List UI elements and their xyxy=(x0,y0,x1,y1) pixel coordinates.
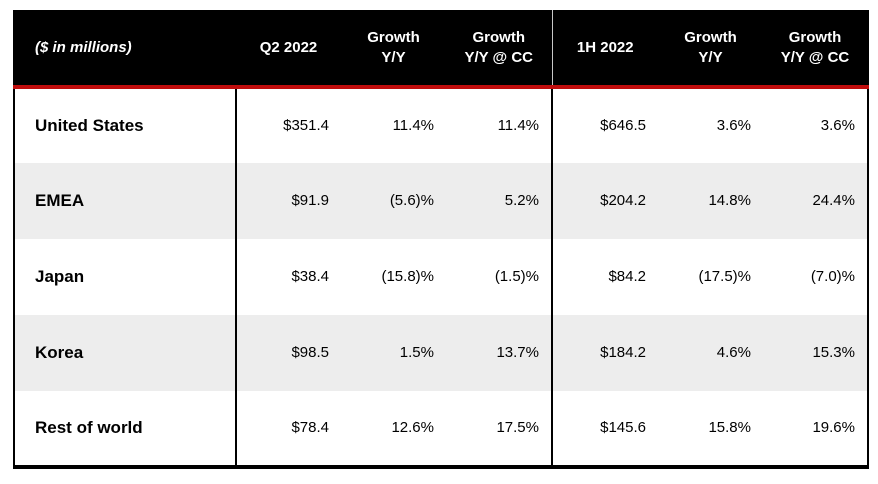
value-cell: 24.4% xyxy=(812,192,855,209)
regional-revenue-table: ($ in millions) Q2 2022 Growth Y/Y Growt… xyxy=(13,10,869,469)
table-row-rest-of-world: Rest of world $78.4 12.6% 17.5% $145.6 1… xyxy=(14,390,868,467)
col-header-1h-growth-yy: Growth Y/Y xyxy=(658,10,763,89)
value-cell: $204.2 xyxy=(551,162,658,239)
value-cell: $184.2 xyxy=(551,314,658,391)
value-cell: 5.2% xyxy=(504,192,539,209)
value-cell: 15.8% xyxy=(708,419,751,436)
value-cell: 12.6% xyxy=(391,419,434,436)
units-label: ($ in millions) xyxy=(14,10,236,89)
region-cell: EMEA xyxy=(35,190,85,210)
region-cell: United States xyxy=(35,115,144,135)
value-cell: $84.2 xyxy=(551,238,658,315)
table-row-emea: EMEA $91.9 (5.6)% 5.2% $204.2 14.8% 24.4… xyxy=(14,162,868,239)
value-cell: 4.6% xyxy=(716,344,751,361)
value-cell: (1.5)% xyxy=(494,268,539,285)
region-cell: Rest of world xyxy=(35,417,143,437)
table-row-korea: Korea $98.5 1.5% 13.7% $184.2 4.6% 15.3% xyxy=(14,314,868,391)
value-cell: 3.6% xyxy=(820,117,855,134)
value-cell: (5.6)% xyxy=(389,192,434,209)
value-cell: 13.7% xyxy=(496,344,539,361)
col-header-q2-growth-yy: Growth Y/Y xyxy=(341,10,446,89)
value-cell: 14.8% xyxy=(708,192,751,209)
col-header-1h-2022: 1H 2022 xyxy=(551,10,658,89)
value-cell: $78.4 xyxy=(235,390,341,467)
value-cell: $145.6 xyxy=(551,390,658,467)
col-header-q2-2022: Q2 2022 xyxy=(236,10,341,89)
value-cell: $38.4 xyxy=(235,238,341,315)
value-cell: 11.4% xyxy=(497,117,539,134)
value-cell: $646.5 xyxy=(551,86,658,163)
value-cell: (15.8)% xyxy=(381,268,434,285)
col-header-1h-growth-yy-cc: Growth Y/Y @ CC xyxy=(763,10,868,89)
value-cell: $351.4 xyxy=(235,86,341,163)
table-row-united-states: United States $351.4 11.4% 11.4% $646.5 … xyxy=(14,86,868,163)
header-row: ($ in millions) Q2 2022 Growth Y/Y Growt… xyxy=(14,10,868,89)
region-cell: Korea xyxy=(35,342,84,362)
value-cell: 11.4% xyxy=(392,117,434,134)
value-cell: 17.5% xyxy=(496,419,539,436)
value-cell: $98.5 xyxy=(235,314,341,391)
value-cell: 15.3% xyxy=(812,344,855,361)
region-cell: Japan xyxy=(35,266,85,286)
value-cell: (17.5)% xyxy=(698,268,751,285)
value-cell: 3.6% xyxy=(716,117,751,134)
table-row-japan: Japan $38.4 (15.8)% (1.5)% $84.2 (17.5)%… xyxy=(14,238,868,315)
col-header-q2-growth-yy-cc: Growth Y/Y @ CC xyxy=(446,10,552,89)
value-cell: $91.9 xyxy=(235,162,341,239)
value-cell: 19.6% xyxy=(812,419,855,436)
value-cell: (7.0)% xyxy=(810,268,855,285)
value-cell: 1.5% xyxy=(399,344,434,361)
